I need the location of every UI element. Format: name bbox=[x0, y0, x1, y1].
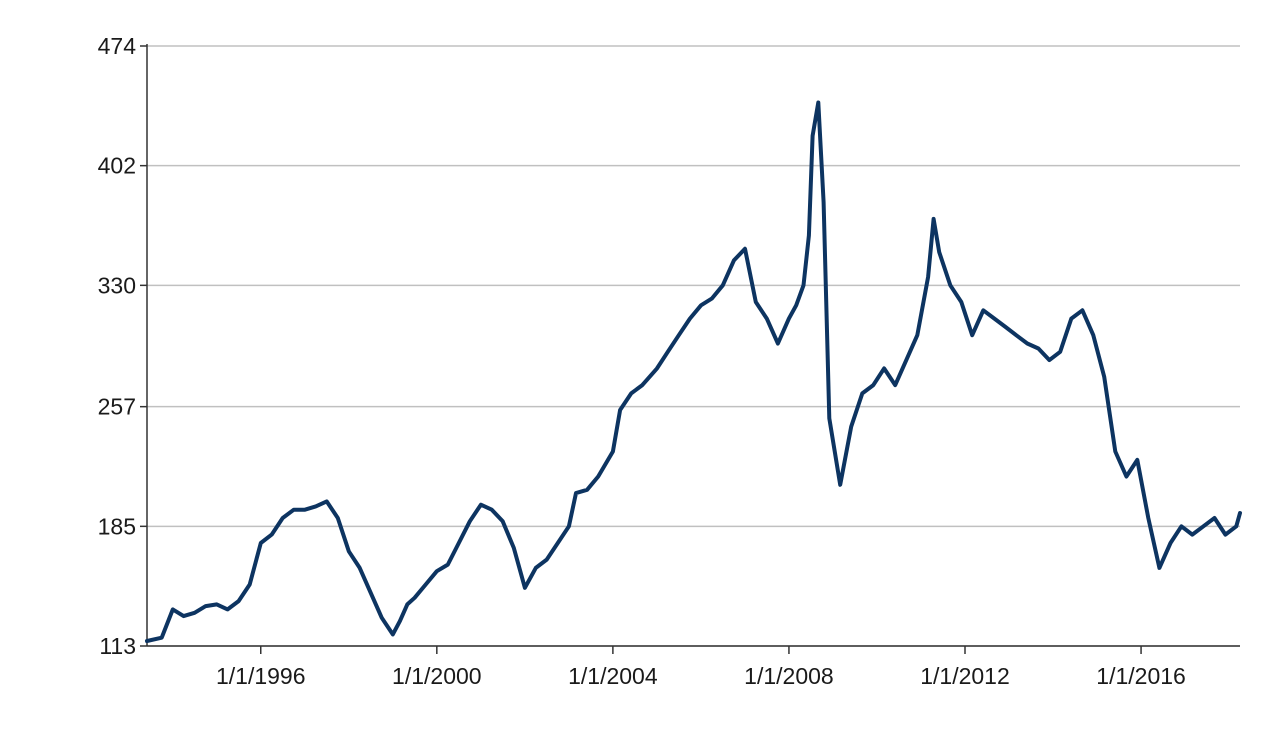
x-tick-label: 1/1/2016 bbox=[1096, 663, 1186, 689]
x-tick-labels: 1/1/1996 1/1/2000 1/1/2004 1/1/2008 1/1/2012… bbox=[216, 663, 1186, 689]
x-tick-label: 1/1/2004 bbox=[568, 663, 658, 689]
x-tick-label: 1/1/1996 bbox=[216, 663, 306, 689]
gridlines bbox=[147, 45, 1240, 647]
y-tick-labels: 113 185 257 330 402 474 bbox=[98, 33, 137, 659]
x-tick-label: 1/1/2000 bbox=[392, 663, 482, 689]
y-tick-label: 185 bbox=[98, 513, 136, 539]
series-line-0 bbox=[145, 100, 1242, 643]
y-tick-label: 402 bbox=[98, 153, 136, 179]
y-tick-label: 113 bbox=[99, 633, 136, 659]
y-tick-label: 330 bbox=[98, 272, 136, 298]
y-tick-label: 257 bbox=[98, 394, 136, 420]
series bbox=[145, 100, 1242, 643]
x-tick-label: 1/1/2012 bbox=[920, 663, 1010, 689]
axes bbox=[140, 44, 1240, 654]
y-tick-label: 474 bbox=[98, 33, 137, 59]
x-tick-label: 1/1/2008 bbox=[744, 663, 834, 689]
